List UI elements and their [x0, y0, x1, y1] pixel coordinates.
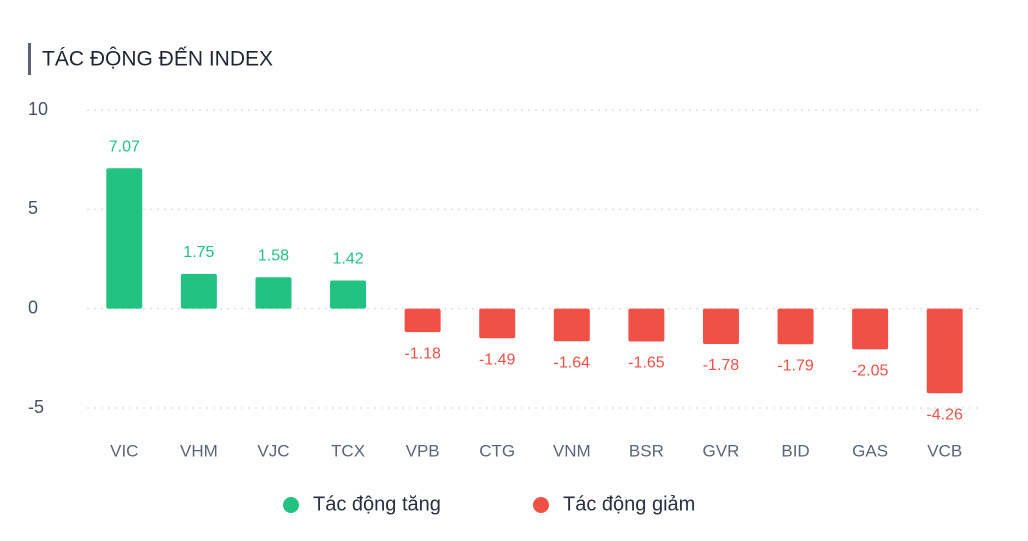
- legend-marker: [283, 497, 299, 513]
- y-tick-label: 0: [28, 297, 38, 317]
- data-label: -1.64: [554, 354, 591, 371]
- x-tick-label: BID: [781, 441, 809, 460]
- data-label: -2.05: [852, 363, 889, 380]
- x-tick-label: BSR: [629, 441, 664, 460]
- x-tick-label: VPB: [406, 441, 440, 460]
- data-label: 7.07: [109, 138, 140, 155]
- x-tick-label: GAS: [852, 441, 888, 460]
- bar: [479, 308, 516, 339]
- bar: [553, 308, 590, 342]
- legend-marker: [533, 497, 549, 513]
- y-tick-label: 10: [28, 99, 48, 119]
- x-tick-label: TCX: [331, 441, 365, 460]
- legend-label: Tác động giảm: [563, 493, 695, 515]
- bar: [926, 308, 963, 394]
- x-tick-label: GVR: [703, 441, 740, 460]
- bar: [852, 308, 889, 350]
- bar: [180, 273, 217, 309]
- data-label: -1.79: [777, 357, 814, 374]
- bar: [255, 277, 292, 309]
- data-label: -4.26: [926, 407, 963, 424]
- bar: [106, 168, 143, 309]
- bar: [702, 308, 739, 345]
- x-tick-label: CTG: [479, 441, 515, 460]
- data-label: -1.65: [628, 355, 665, 372]
- data-label: 1.75: [183, 244, 214, 261]
- data-label: 1.58: [258, 247, 289, 264]
- x-tick-label: VHM: [180, 441, 218, 460]
- data-label: -1.78: [703, 357, 740, 374]
- y-tick-label: 5: [28, 198, 38, 218]
- data-label: -1.49: [479, 351, 516, 368]
- x-tick-label: VCB: [927, 441, 962, 460]
- data-label: -1.18: [404, 345, 441, 362]
- bar: [628, 308, 665, 342]
- x-tick-label: VNM: [553, 441, 591, 460]
- bar: [777, 308, 814, 345]
- y-tick-label: -5: [28, 397, 44, 417]
- bar: [404, 308, 441, 333]
- title-accent: [28, 43, 31, 75]
- bar: [330, 280, 367, 309]
- legend-label: Tác động tăng: [313, 493, 441, 515]
- x-tick-label: VIC: [110, 441, 138, 460]
- data-label: 1.42: [332, 251, 363, 268]
- chart-title: TÁC ĐỘNG ĐẾN INDEX: [42, 48, 273, 71]
- x-tick-label: VJC: [257, 441, 289, 460]
